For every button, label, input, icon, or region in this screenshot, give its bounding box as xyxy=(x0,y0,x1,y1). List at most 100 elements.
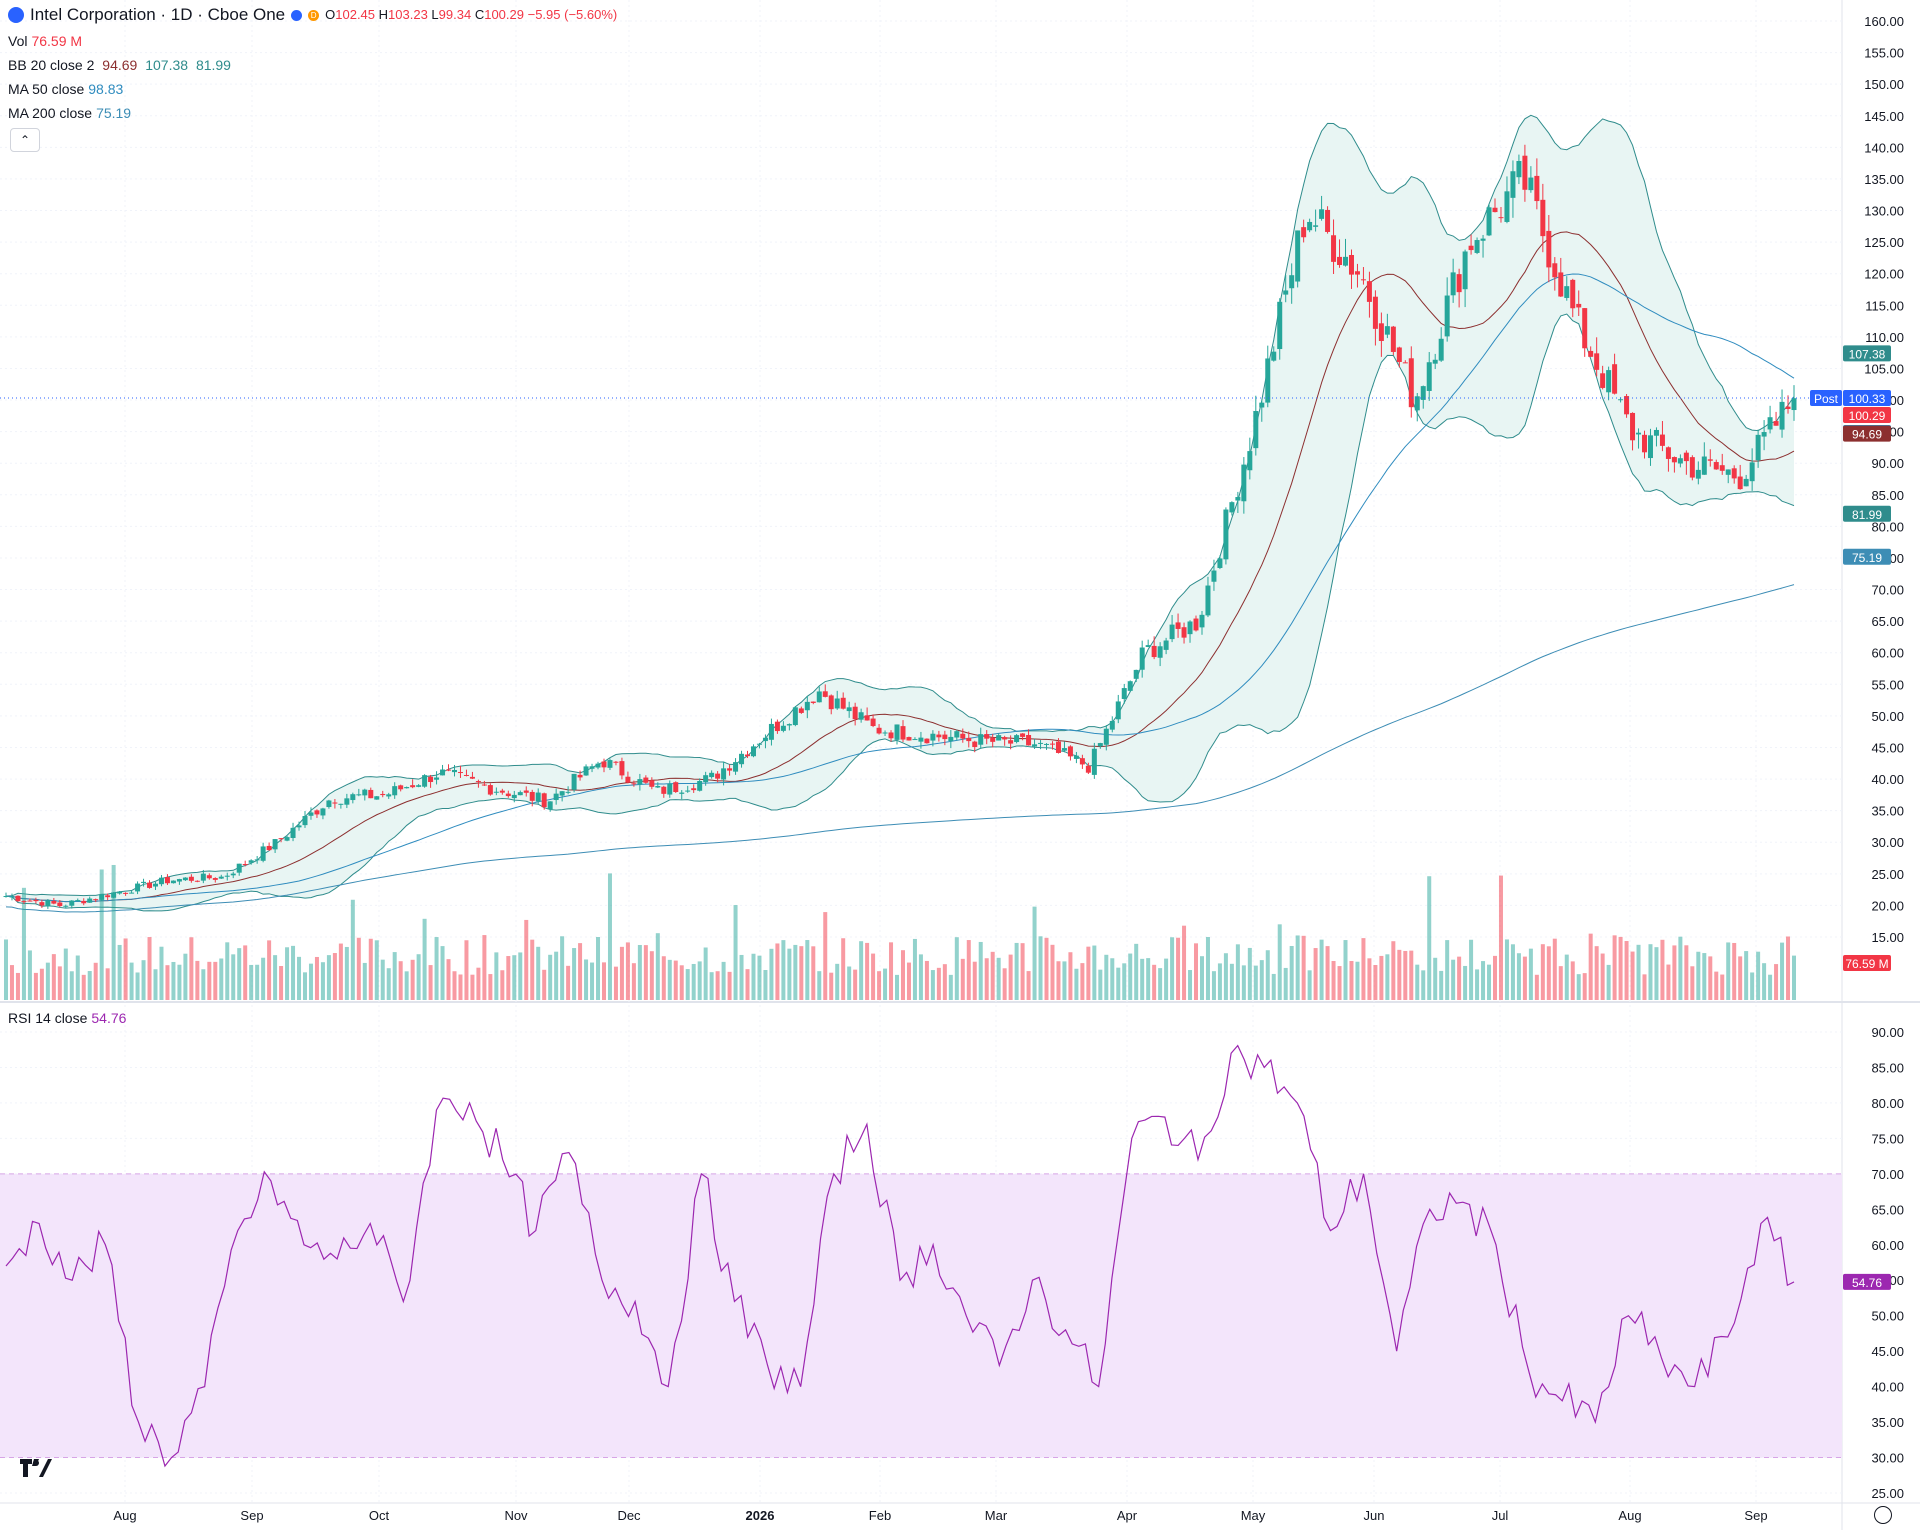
volume-bar xyxy=(1439,970,1444,1000)
candle-body xyxy=(750,746,756,757)
candle-body xyxy=(900,726,906,740)
volume-bar xyxy=(464,940,469,1000)
legend-ma50[interactable]: MA 50 close 98.83 xyxy=(8,81,124,97)
candle-body xyxy=(625,776,631,783)
post-price-tag: 100.33 xyxy=(1849,392,1886,406)
volume-bar xyxy=(308,963,313,1000)
volume-bar xyxy=(1726,942,1731,1000)
time-tick-label: Apr xyxy=(1117,1508,1138,1523)
candle-body xyxy=(1049,743,1055,745)
candle-body xyxy=(679,792,685,794)
candle-body xyxy=(117,891,123,894)
volume-bar xyxy=(177,964,182,1000)
settings-gear-icon[interactable] xyxy=(1874,1506,1892,1524)
rsi-tick-label: 75.00 xyxy=(1871,1131,1904,1146)
volume-bar xyxy=(1451,959,1456,1000)
volume-bar xyxy=(1528,948,1533,1000)
volume-bar xyxy=(1720,974,1725,1000)
candle-body xyxy=(828,695,834,710)
volume-bar xyxy=(739,954,744,1000)
volume-bar xyxy=(607,873,612,1000)
candle-body xyxy=(1552,263,1558,278)
candle-body xyxy=(655,785,661,788)
last-price-tag-bg xyxy=(1843,406,1891,423)
volume-bar xyxy=(727,971,732,1000)
volume-bar xyxy=(984,958,989,1000)
collapse-legend-button[interactable]: ⌃ xyxy=(10,128,40,152)
candle-body xyxy=(1486,207,1492,236)
time-tick-label: Sep xyxy=(240,1508,263,1523)
volume-bar xyxy=(1116,967,1121,1000)
candle-body xyxy=(260,846,266,861)
candle-body xyxy=(870,718,876,727)
volume-bar xyxy=(703,947,708,1000)
price-tick-label: 85.00 xyxy=(1871,488,1904,503)
candle-body xyxy=(936,734,942,738)
volume-bar xyxy=(1211,971,1216,1000)
volume-bar xyxy=(1564,954,1569,1000)
legend-bb[interactable]: BB 20 close 2 94.69 107.38 81.99 xyxy=(8,57,231,73)
candle-body xyxy=(906,737,912,741)
volume-bar xyxy=(1295,935,1300,1000)
volume-bar xyxy=(410,959,415,1000)
volume-bar xyxy=(679,965,684,1000)
volume-bar xyxy=(1253,965,1258,1000)
volume-bar xyxy=(1636,944,1641,1000)
volume-bar xyxy=(458,974,463,1000)
volume-bar xyxy=(733,905,738,1000)
volume-bar xyxy=(1307,970,1312,1000)
candle-body xyxy=(1319,209,1325,219)
volume-bar xyxy=(1182,925,1187,1000)
volume-bar xyxy=(1313,948,1318,1000)
volume-bar xyxy=(1421,970,1426,1000)
ma200-price-tag-bg xyxy=(1843,548,1891,565)
candle-body xyxy=(1743,478,1749,487)
volume-bar xyxy=(787,948,792,1000)
price-tick-label: 105.00 xyxy=(1864,361,1904,376)
candle-body xyxy=(697,781,703,791)
legend-vol[interactable]: Vol 76.59 M xyxy=(8,33,83,49)
candle-body xyxy=(344,798,350,805)
volume-bar xyxy=(757,955,762,1000)
time-tick-label: Feb xyxy=(869,1508,891,1523)
volume-bar xyxy=(554,951,559,1000)
volume-bar xyxy=(948,974,953,1000)
volume-bar xyxy=(231,954,236,1000)
volume-bar xyxy=(338,943,343,1000)
candle-body xyxy=(888,732,894,739)
candle-body xyxy=(834,698,840,709)
legend-ma200[interactable]: MA 200 close 75.19 xyxy=(8,105,132,121)
volume-bar xyxy=(895,974,900,1000)
candle-body xyxy=(1713,462,1719,470)
volume-bar xyxy=(1463,965,1468,1000)
candle-body xyxy=(954,731,960,738)
volume-bar xyxy=(1002,968,1007,1000)
symbol-title[interactable]: Intel Corporation · 1D · Cboe One xyxy=(30,5,286,24)
tradingview-logo-icon[interactable] xyxy=(18,1455,52,1481)
volume-bar xyxy=(470,974,475,1000)
volume-bar xyxy=(596,937,601,1000)
candle-body xyxy=(1175,622,1181,629)
volume-bar xyxy=(452,971,457,1000)
volume-bar xyxy=(805,940,810,1000)
volume-bar xyxy=(1140,958,1145,1000)
volume-bar xyxy=(344,946,349,1000)
lower-band-price-tag-bg xyxy=(1843,505,1891,522)
candle-body xyxy=(1079,758,1085,765)
legend-rsi[interactable]: RSI 14 close 54.76 xyxy=(8,1010,127,1026)
time-tick-label: Aug xyxy=(113,1508,136,1523)
candle-body xyxy=(709,772,715,778)
candle-body xyxy=(218,876,224,879)
price-tick-label: 45.00 xyxy=(1871,740,1904,755)
volume-bar xyxy=(1349,960,1354,1000)
volume-bar xyxy=(494,952,499,1000)
candle-body xyxy=(1420,386,1426,400)
volume-tag: 76.59 M xyxy=(1845,957,1888,971)
volume-bar xyxy=(584,959,589,1000)
candle-body xyxy=(1683,452,1689,462)
volume-bar xyxy=(45,962,50,1000)
candle-body xyxy=(248,860,254,863)
bollinger-lower-line xyxy=(5,313,1795,912)
candle-body xyxy=(392,786,398,796)
